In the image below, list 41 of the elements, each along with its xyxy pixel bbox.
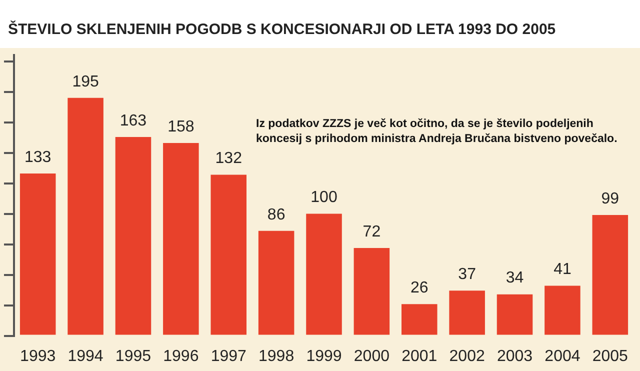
bar [258,230,294,335]
x-tick-label: 2002 [449,348,485,365]
bar [68,98,104,335]
x-tick-label: 1996 [163,348,199,365]
x-tick-label: 2004 [544,348,580,365]
data-label: 72 [362,223,381,240]
x-tick-label: 1994 [68,348,104,365]
bar [592,215,628,335]
data-label: 37 [458,266,476,284]
bar [496,294,533,335]
x-tick-label: 1993 [20,348,56,365]
bar [306,214,342,335]
data-label: 100 [310,189,338,206]
bar [210,174,246,335]
data-label: 195 [72,73,99,90]
annotation: Iz podatkov ZZZS je več kot očitno, da se je število podeljenih koncesij s prihodom ministra Andreja Bručana bistveno povečalo. [256,117,618,147]
bar [449,290,485,335]
data-label: 86 [267,206,286,224]
bar [402,304,438,335]
x-tick-label: 2003 [496,348,533,365]
x-tick-label: 1997 [210,348,247,365]
data-label: 26 [410,279,428,296]
bar [354,248,390,335]
bar [115,136,152,335]
chart-title: ŠTEVILO SKLENJENIH POGODB S KONCESIONARJI OD LETA 1993 DO 2005 [0,0,640,48]
data-label: 163 [120,112,147,130]
data-label: 41 [554,261,572,278]
bar [544,286,580,335]
x-tick-label: 1998 [258,348,294,365]
x-tick-label: 1999 [306,348,342,365]
bar [20,174,56,335]
x-tick-label: 2001 [402,348,438,365]
x-tick-label: 2000 [354,348,390,365]
data-label: 99 [601,190,620,208]
data-label: 158 [168,118,194,136]
x-tick-label: 1995 [115,348,152,365]
data-label: 133 [24,148,52,166]
bar [163,143,199,335]
x-tick-label: 2005 [592,348,628,365]
data-label: 132 [215,150,242,168]
data-label: 34 [506,270,524,287]
